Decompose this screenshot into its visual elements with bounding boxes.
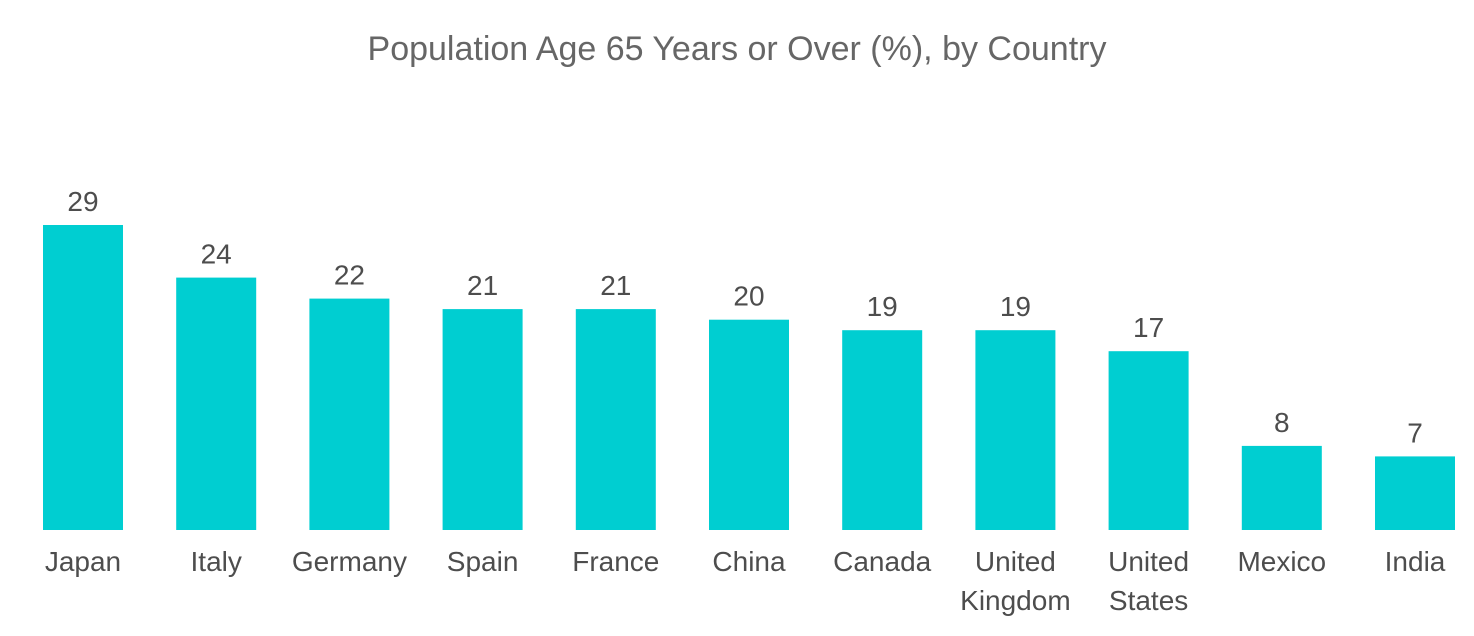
category-label-line: Italy: [191, 546, 242, 577]
bar-3: [442, 309, 523, 530]
bar-0: [43, 225, 123, 530]
category-label-2: Germany: [292, 546, 407, 577]
category-label-line: Spain: [447, 546, 519, 577]
category-label-5: China: [712, 546, 786, 577]
value-label-1: 24: [201, 239, 232, 270]
category-label-7: United Kingdom: [960, 546, 1071, 616]
category-label-line: Japan: [45, 546, 121, 577]
category-label-line: States: [1109, 585, 1188, 616]
category-label-line: United: [1108, 546, 1189, 577]
category-label-line: Mexico: [1237, 546, 1326, 577]
category-label-4: France: [572, 546, 659, 577]
value-label-4: 21: [600, 270, 631, 301]
category-label-line: China: [712, 546, 786, 577]
bar-10: [1375, 456, 1455, 530]
value-label-5: 20: [733, 281, 764, 312]
category-label-line: Kingdom: [960, 585, 1071, 616]
value-label-9: 8: [1274, 407, 1290, 438]
value-label-0: 29: [67, 186, 98, 217]
value-label-3: 21: [467, 270, 498, 301]
category-label-3: Spain: [447, 546, 519, 577]
category-label-10: India: [1385, 546, 1446, 577]
bar-4: [575, 309, 656, 530]
category-label-line: France: [572, 546, 659, 577]
bar-8: [1108, 351, 1189, 530]
category-label-line: India: [1385, 546, 1446, 577]
category-labels-group: Japan Italy Germany Spain France China Canada U…: [45, 546, 1446, 616]
bar-7: [975, 330, 1056, 530]
category-label-1: Italy: [191, 546, 242, 577]
value-label-10: 7: [1407, 417, 1423, 448]
value-label-2: 22: [334, 260, 365, 291]
category-label-line: Canada: [833, 546, 932, 577]
category-label-6: Canada: [833, 546, 932, 577]
value-label-8: 17: [1133, 312, 1164, 343]
category-label-line: Germany: [292, 546, 407, 577]
value-label-6: 19: [867, 291, 898, 322]
bar-5: [709, 319, 789, 530]
bar-9: [1241, 445, 1322, 530]
category-label-9: Mexico: [1237, 546, 1326, 577]
bar-1: [176, 277, 257, 530]
bar-2: [309, 298, 390, 530]
value-labels-group: 29 24 22 21 21 20 19 19 17 8 7: [67, 186, 1422, 448]
category-label-0: Japan: [45, 546, 121, 577]
bar-6: [842, 330, 923, 530]
bars-group: [43, 225, 1455, 530]
value-label-7: 19: [1000, 291, 1031, 322]
chart-title: Population Age 65 Years or Over (%), by …: [367, 30, 1107, 68]
category-label-8: United States: [1108, 546, 1189, 616]
category-label-line: United: [975, 546, 1056, 577]
